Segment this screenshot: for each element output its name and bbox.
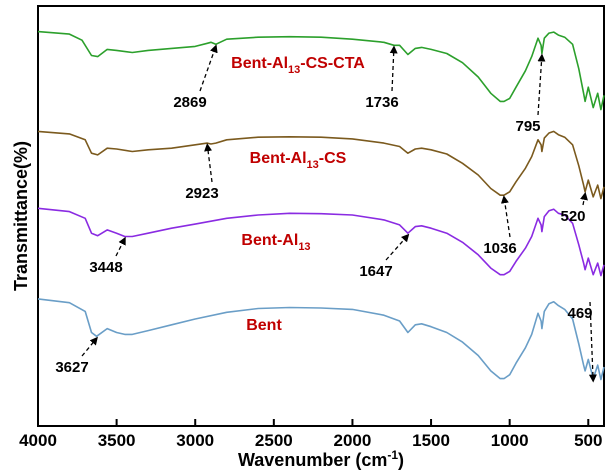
x-tick-label: 500 [574,431,602,450]
peak-label: 3627 [55,359,88,376]
peak-label: 1036 [483,240,516,257]
series-label: Bent-Al13-CS-CTA [231,55,365,76]
x-axis-title-sup: -1 [387,448,398,462]
series-label: Bent-Al13 [241,232,310,253]
peak-arrow [588,301,597,383]
spectrum-line [37,130,605,200]
x-axis-title-main: Wavenumber (cm [238,450,387,470]
series-label: Bent-Al13-CS [250,150,347,171]
peak-label: 3448 [89,259,122,276]
peak-label: 520 [560,208,585,225]
peak-label: 795 [515,118,540,135]
x-axis-title: Wavenumber (cm-1) [238,448,404,470]
peak-label: 1647 [359,263,392,280]
plot-frame [37,5,605,427]
peak-arrow [385,233,410,261]
spectrum-line [37,30,605,111]
peak-label: 2869 [173,94,206,111]
x-axis-ticks: 4000 3500 3000 2500 2000 1500 1000 500 [19,419,602,450]
peak-arrow [115,236,126,257]
peak-annotations: 2869 1736 795 2923 1036 520 1647 3448 3627 469 [55,44,597,383]
x-tick-label: 1500 [412,431,450,450]
peak-arrow [537,53,546,116]
peak-label: 2923 [185,185,218,202]
spectrum-line [37,207,605,277]
series-label: Bent [246,317,282,334]
peak-arrow [389,45,398,92]
peak-arrow [199,44,218,92]
x-axis-title-close: ) [398,450,404,470]
peak-label: 469 [567,305,592,322]
series-labels: Bent-Al13-CS-CTA Bent-Al13-CS Bent-Al13 Ben… [231,55,365,334]
x-tick-label: 3000 [176,431,214,450]
peak-arrow [500,195,511,238]
peak-arrow [204,143,213,183]
x-tick-label: 1000 [491,431,529,450]
peak-arrow [81,336,98,357]
spectra-group [37,30,605,381]
x-tick-label: 2000 [334,431,372,450]
x-tick-label: 4000 [19,431,57,450]
peak-arrow [580,191,588,206]
x-tick-label: 3500 [98,431,136,450]
peak-label: 1736 [365,94,398,111]
spectrum-line [37,298,605,381]
y-axis-title: Transmittance(%) [11,141,31,291]
x-tick-label: 2500 [255,431,293,450]
